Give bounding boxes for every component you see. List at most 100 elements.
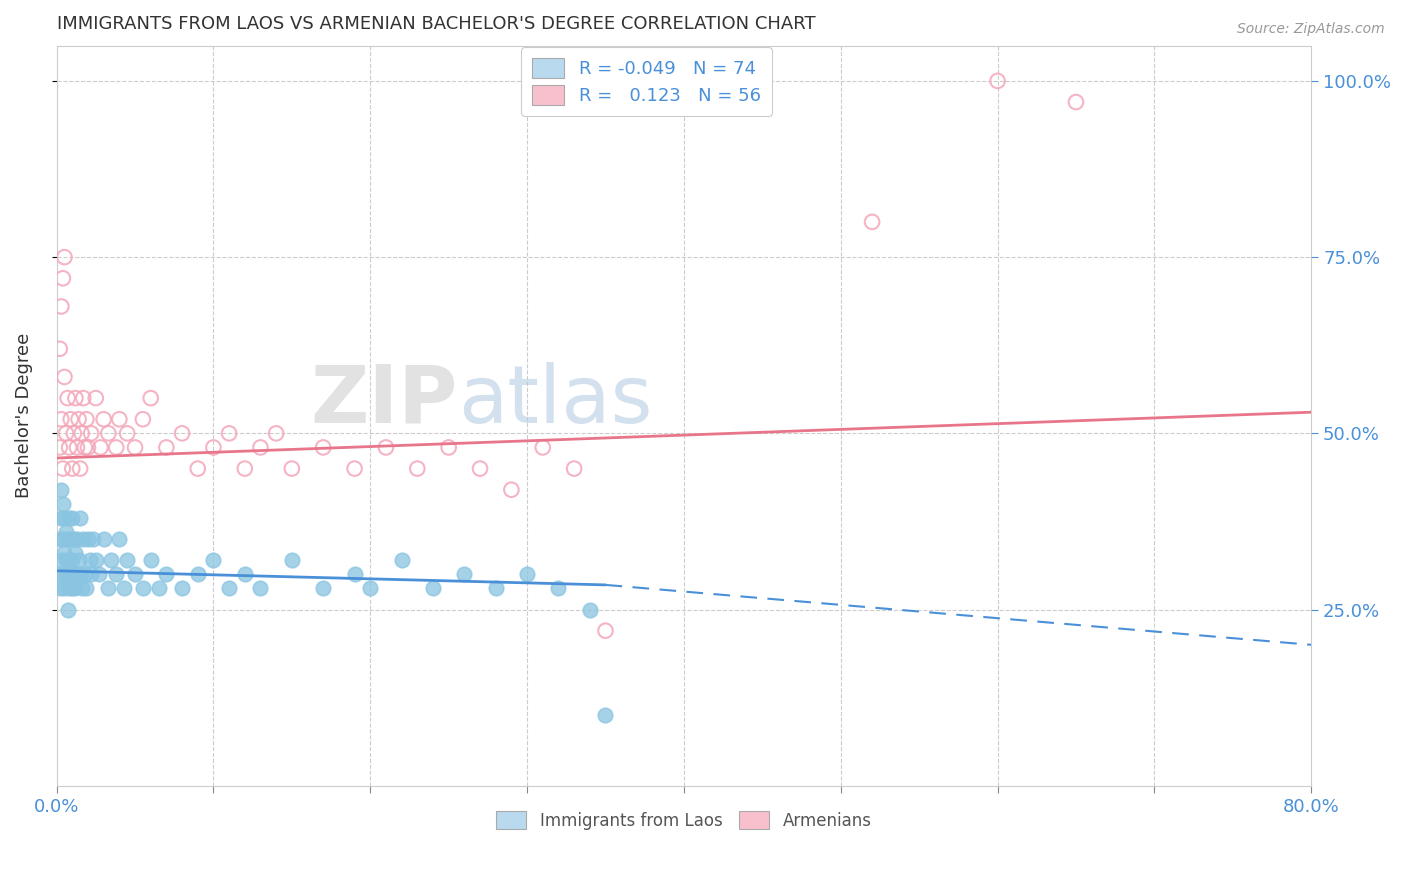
- Point: [53, 511, 76, 525]
- Point: [52, 532, 75, 546]
- Point: [63, 426, 86, 441]
- Point: [77, 441, 100, 455]
- Point: [468, 461, 491, 475]
- Point: [132, 412, 155, 426]
- Point: [48, 532, 70, 546]
- Point: [56, 567, 79, 582]
- Point: [89, 441, 111, 455]
- Point: [51, 511, 73, 525]
- Point: [69, 461, 91, 475]
- Point: [249, 582, 271, 596]
- Point: [202, 553, 225, 567]
- Point: [264, 426, 287, 441]
- Point: [51, 553, 73, 567]
- Point: [531, 441, 554, 455]
- Point: [202, 441, 225, 455]
- Point: [58, 511, 80, 525]
- Point: [65, 391, 87, 405]
- Point: [1064, 95, 1087, 109]
- Point: [281, 461, 304, 475]
- Point: [139, 391, 162, 405]
- Point: [312, 441, 335, 455]
- Point: [108, 532, 131, 546]
- Point: [115, 553, 138, 567]
- Text: Source: ZipAtlas.com: Source: ZipAtlas.com: [1237, 22, 1385, 37]
- Point: [66, 441, 89, 455]
- Point: [55, 553, 77, 567]
- Point: [72, 532, 94, 546]
- Point: [187, 567, 209, 582]
- Point: [108, 412, 131, 426]
- Point: [132, 582, 155, 596]
- Point: [547, 582, 569, 596]
- Point: [48, 441, 70, 455]
- Point: [97, 582, 120, 596]
- Point: [72, 391, 94, 405]
- Point: [73, 441, 96, 455]
- Point: [84, 391, 107, 405]
- Point: [139, 553, 162, 567]
- Point: [170, 426, 193, 441]
- Point: [343, 461, 366, 475]
- Point: [63, 567, 86, 582]
- Point: [170, 582, 193, 596]
- Point: [58, 553, 80, 567]
- Point: [343, 567, 366, 582]
- Point: [187, 461, 209, 475]
- Point: [55, 426, 77, 441]
- Point: [70, 426, 93, 441]
- Point: [115, 426, 138, 441]
- Point: [58, 582, 80, 596]
- Point: [860, 215, 883, 229]
- Point: [93, 532, 115, 546]
- Point: [80, 426, 103, 441]
- Point: [77, 532, 100, 546]
- Text: IMMIGRANTS FROM LAOS VS ARMENIAN BACHELOR'S DEGREE CORRELATION CHART: IMMIGRANTS FROM LAOS VS ARMENIAN BACHELO…: [56, 15, 815, 33]
- Point: [60, 582, 83, 596]
- Point: [595, 624, 617, 638]
- Y-axis label: Bachelor's Degree: Bachelor's Degree: [15, 333, 32, 499]
- Point: [56, 602, 79, 616]
- Point: [75, 582, 97, 596]
- Point: [422, 582, 444, 596]
- Point: [51, 483, 73, 497]
- Point: [562, 461, 585, 475]
- Point: [112, 582, 135, 596]
- Point: [65, 546, 87, 560]
- Point: [58, 441, 80, 455]
- Point: [97, 426, 120, 441]
- Point: [986, 74, 1008, 88]
- Point: [67, 412, 90, 426]
- Point: [60, 553, 83, 567]
- Point: [79, 553, 101, 567]
- Point: [53, 370, 76, 384]
- Point: [59, 412, 82, 426]
- Point: [105, 441, 128, 455]
- Point: [218, 426, 240, 441]
- Point: [578, 602, 600, 616]
- Point: [53, 250, 76, 264]
- Point: [485, 582, 508, 596]
- Point: [406, 461, 429, 475]
- Point: [105, 567, 128, 582]
- Point: [453, 567, 475, 582]
- Point: [67, 553, 90, 567]
- Point: [53, 582, 76, 596]
- Point: [391, 553, 413, 567]
- Point: [53, 546, 76, 560]
- Point: [155, 441, 177, 455]
- Point: [218, 582, 240, 596]
- Point: [359, 582, 381, 596]
- Point: [148, 582, 170, 596]
- Point: [66, 567, 89, 582]
- Legend: Immigrants from Laos, Armenians: Immigrants from Laos, Armenians: [489, 805, 879, 837]
- Point: [51, 412, 73, 426]
- Point: [75, 412, 97, 426]
- Point: [233, 461, 256, 475]
- Point: [501, 483, 523, 497]
- Point: [52, 271, 75, 285]
- Point: [60, 461, 83, 475]
- Point: [56, 391, 79, 405]
- Point: [52, 567, 75, 582]
- Point: [82, 532, 104, 546]
